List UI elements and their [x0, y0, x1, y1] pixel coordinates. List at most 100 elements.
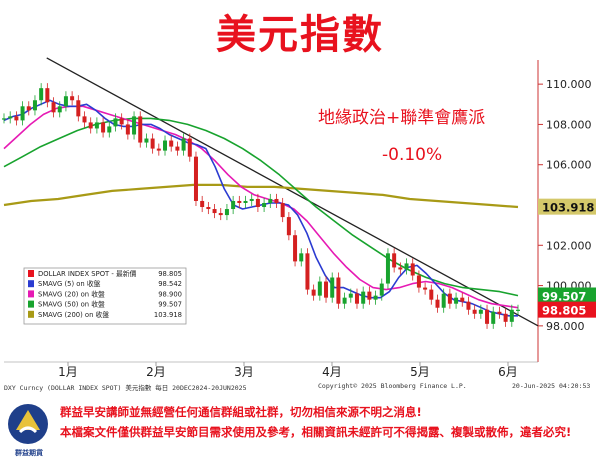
- price-candle: [367, 291, 372, 300]
- x-tick-label: 2月: [146, 365, 166, 378]
- price-candle: [138, 116, 143, 143]
- legend-swatch: [28, 290, 34, 298]
- price-candle: [305, 253, 310, 290]
- right-value-label: 103.918: [542, 201, 594, 215]
- legend-swatch: [28, 310, 34, 318]
- price-candle: [293, 235, 298, 262]
- price-candle: [119, 118, 124, 125]
- price-candle: [454, 297, 459, 304]
- price-candle: [516, 309, 520, 311]
- price-candle: [212, 209, 217, 214]
- price-candle: [509, 309, 514, 322]
- company-logo-icon: [8, 404, 48, 444]
- legend-value: 98.542: [158, 280, 182, 288]
- company-logo-text: 群益期貨: [15, 449, 43, 457]
- price-candle: [262, 202, 267, 208]
- price-candle: [385, 253, 390, 284]
- price-candle: [82, 116, 87, 123]
- price-candle: [163, 140, 168, 151]
- price-candle: [94, 122, 99, 129]
- y-tick-label: 98.000: [546, 320, 585, 333]
- series-line-2: [3, 105, 519, 309]
- x-tick-label: 3月: [234, 365, 254, 378]
- price-candle: [169, 140, 174, 147]
- price-candle: [379, 283, 384, 296]
- x-tick-label: 1月: [58, 365, 78, 378]
- price-candle: [416, 275, 421, 288]
- price-candle: [2, 118, 6, 120]
- price-candle: [107, 126, 112, 133]
- price-candle: [485, 309, 490, 324]
- price-candle: [423, 287, 428, 290]
- right-value-box: [538, 301, 596, 318]
- price-candle: [317, 281, 322, 296]
- price-candle: [324, 281, 329, 298]
- legend-value: 103.918: [154, 311, 182, 319]
- price-candle: [311, 289, 316, 296]
- legend-value: 98.805: [158, 270, 182, 278]
- price-candle: [57, 106, 62, 113]
- legend-value: 98.900: [158, 290, 182, 298]
- price-candle: [132, 116, 137, 135]
- price-candle: [336, 277, 341, 304]
- price-candle: [32, 100, 37, 111]
- price-candle: [255, 198, 260, 208]
- legend-label: SMAVG (200) on 收盤: [38, 310, 109, 319]
- chart-footer: DXY Curncy (DOLLAR INDEX SPOT) 美元指數 每日 2…: [0, 378, 600, 394]
- price-candle: [193, 156, 198, 201]
- price-candle: [497, 311, 502, 314]
- price-candle: [51, 102, 56, 113]
- price-candle: [150, 138, 155, 149]
- annotation-text: 地緣政治+聯準會鷹派: [318, 107, 485, 128]
- price-candle: [63, 96, 68, 107]
- page-title: 美元指數: [216, 12, 384, 58]
- price-candle: [243, 200, 248, 203]
- y-tick-label: 108.000: [546, 118, 592, 131]
- legend-swatch: [28, 300, 34, 308]
- price-candle: [200, 200, 205, 208]
- price-candle: [88, 122, 93, 129]
- legend-label: DOLLAR INDEX SPOT - 最新價: [38, 269, 137, 278]
- price-candle: [342, 297, 347, 304]
- price-candle: [478, 309, 483, 314]
- price-candle: [330, 277, 335, 298]
- price-candle: [354, 293, 359, 304]
- price-candle: [156, 148, 161, 151]
- right-value-box: [538, 198, 596, 215]
- price-candle: [398, 267, 403, 270]
- price-candle: [70, 96, 75, 101]
- price-candle: [20, 106, 25, 121]
- footer-timestamp: 20-Jun-2025 04:20:53: [512, 382, 591, 390]
- price-candle: [460, 297, 465, 302]
- price-candle: [491, 311, 496, 324]
- price-candle: [237, 200, 242, 203]
- price-candle: [224, 209, 229, 216]
- price-candle: [218, 213, 223, 216]
- legend-label: SMAVG (20) on 收盤: [38, 289, 105, 298]
- disclaimer-area: 群益期貨 群益早安講師並無經營任何通信群組或社群，切勿相信來源不明之消息! 本檔…: [0, 396, 600, 464]
- disclaimer-line-2: 本檔案文件僅供群益早安節目需求使用及參考，相關資訊未經許可不得揭露、複製或散佈，…: [60, 425, 572, 439]
- price-candle: [113, 118, 118, 127]
- price-candle: [125, 124, 130, 135]
- price-candle: [8, 116, 13, 119]
- price-chart: 110.000108.000106.000104.000102.000100.0…: [2, 57, 596, 378]
- legend-label: SMAVG (5) on 收盤: [38, 279, 101, 288]
- legend-swatch: [28, 270, 34, 277]
- price-candle: [404, 263, 409, 270]
- price-candle: [39, 88, 44, 101]
- price-candle: [14, 116, 19, 121]
- annotation-change: -0.10%: [382, 145, 442, 165]
- price-candle: [361, 291, 366, 304]
- price-candle: [268, 198, 273, 203]
- price-candle: [286, 217, 291, 236]
- price-candle: [392, 253, 397, 268]
- footer-source: DXY Curncy (DOLLAR INDEX SPOT) 美元指數 每日 2…: [4, 384, 247, 392]
- price-candle: [231, 200, 236, 210]
- footer-copyright: Copyright© 2025 Bloomberg Finance L.P.: [318, 382, 467, 390]
- price-candle: [26, 106, 31, 111]
- price-candle: [249, 198, 254, 201]
- price-candle: [76, 100, 81, 117]
- x-tick-label: 4月: [322, 365, 342, 378]
- price-candle: [466, 301, 471, 310]
- price-candle: [410, 263, 415, 276]
